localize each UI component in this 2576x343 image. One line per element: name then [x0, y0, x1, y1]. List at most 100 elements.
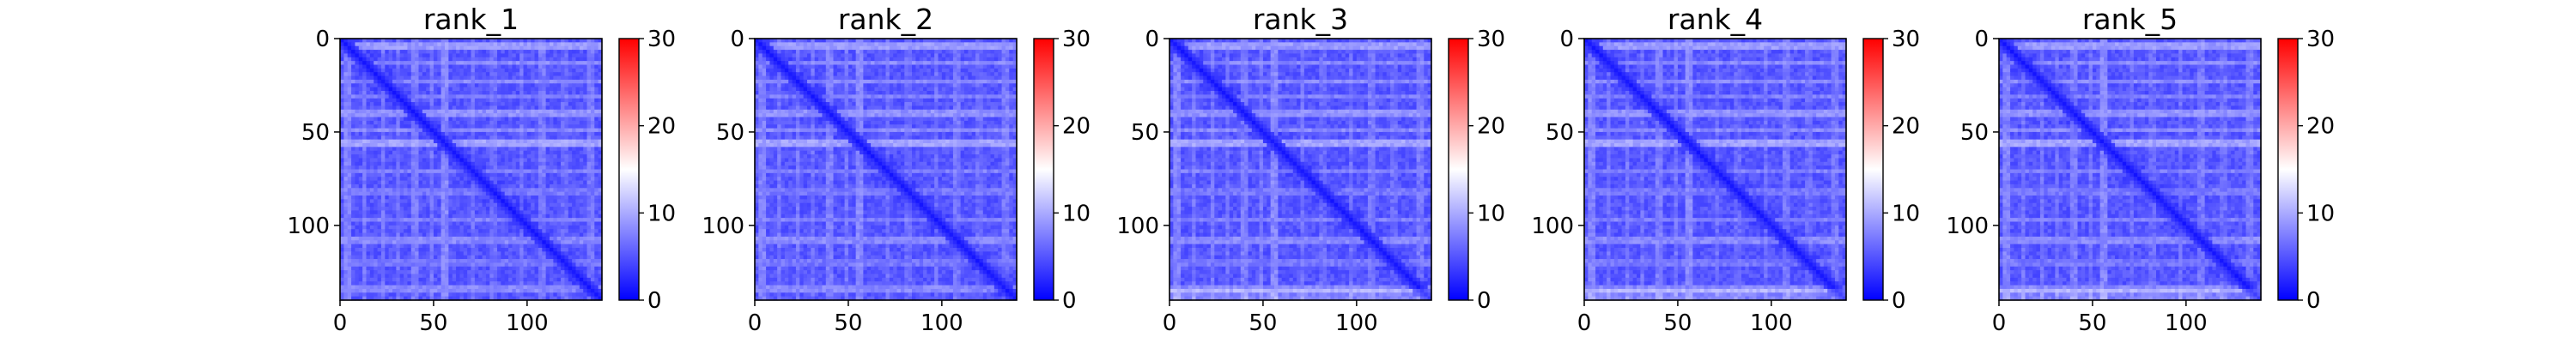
heatmap-cell [483, 72, 487, 76]
heatmap-cell [489, 203, 494, 208]
heatmap-cell [411, 218, 416, 222]
heatmap-cell [591, 129, 595, 133]
heatmap-cell [448, 46, 453, 51]
heatmap-cell [348, 57, 352, 62]
heatmap-cell [583, 42, 587, 46]
heatmap-cell [561, 203, 565, 208]
heatmap-cell [553, 76, 557, 81]
heatmap-cell [508, 292, 513, 297]
heatmap-cell [572, 65, 576, 69]
heatmap-cell [370, 129, 374, 133]
heatmap-cell [583, 251, 587, 256]
heatmap-cell [594, 129, 598, 133]
heatmap-cell [568, 140, 573, 144]
heatmap-cell [362, 113, 367, 117]
heatmap-cell [467, 207, 471, 211]
heatmap-cell [527, 162, 532, 166]
heatmap-cell [494, 143, 498, 147]
heatmap-cell [572, 61, 576, 65]
heatmap-cell [467, 199, 471, 203]
heatmap-cell [516, 57, 520, 62]
heatmap-cell [546, 165, 550, 170]
heatmap-cell [362, 237, 367, 241]
heatmap-cell [524, 184, 528, 189]
heatmap-cell [351, 196, 355, 200]
heatmap-cell [407, 170, 411, 174]
heatmap-cell [467, 278, 471, 282]
heatmap-cell [426, 237, 430, 241]
heatmap-cell [441, 210, 446, 214]
heatmap-cell [459, 196, 464, 200]
heatmap-cell [378, 113, 382, 117]
heatmap-cell [538, 267, 543, 271]
heatmap-cell [362, 222, 367, 226]
heatmap-cell [483, 42, 487, 46]
heatmap-cell [478, 170, 483, 174]
heatmap-cell [437, 46, 441, 51]
heatmap-cell [374, 132, 378, 136]
heatmap-cell [512, 289, 516, 293]
heatmap-cell [392, 140, 397, 144]
heatmap-cell [374, 222, 378, 226]
heatmap-cell [411, 46, 416, 51]
heatmap-cell [378, 170, 382, 174]
heatmap-cell [557, 42, 562, 46]
heatmap-cell [580, 65, 584, 69]
heatmap-cell [441, 292, 446, 297]
heatmap-cell [419, 274, 423, 279]
heatmap-cell [542, 248, 546, 252]
heatmap-cell [512, 135, 516, 140]
heatmap-cell [580, 226, 584, 230]
heatmap-cell [400, 192, 404, 196]
heatmap-cell [441, 42, 446, 46]
heatmap-cell [419, 61, 423, 65]
heatmap-cell [576, 72, 580, 76]
heatmap-cell [404, 188, 408, 192]
heatmap-cell [576, 210, 580, 214]
heatmap-cell [355, 244, 359, 249]
heatmap-cell [348, 91, 352, 95]
heatmap-cell [553, 94, 557, 99]
heatmap-cell [348, 165, 352, 170]
heatmap-cell [404, 233, 408, 238]
heatmap-cell [568, 244, 573, 249]
heatmap-cell [494, 274, 498, 279]
heatmap-cell [591, 270, 595, 274]
heatmap-cell [531, 69, 535, 73]
heatmap-cell [374, 76, 378, 81]
heatmap-cell [419, 177, 423, 181]
heatmap-cell [531, 233, 535, 238]
heatmap-cell [576, 91, 580, 95]
heatmap-cell [501, 203, 505, 208]
heatmap-cell [550, 207, 554, 211]
heatmap-cell [434, 267, 438, 271]
heatmap-cell [535, 87, 539, 92]
heatmap-cell [546, 192, 550, 196]
heatmap-cell [535, 214, 539, 219]
heatmap-cell [404, 61, 408, 65]
heatmap-cell [531, 199, 535, 203]
heatmap-cell [561, 46, 565, 51]
heatmap-cell [561, 165, 565, 170]
heatmap-cell [381, 196, 386, 200]
heatmap-cell [594, 226, 598, 230]
heatmap-cell [374, 229, 378, 233]
heatmap-cell [508, 121, 513, 125]
heatmap-cell [355, 278, 359, 282]
heatmap-cell [535, 181, 539, 185]
heatmap-cell [441, 105, 446, 110]
heatmap-cell [471, 256, 476, 260]
heatmap-cell [501, 61, 505, 65]
heatmap-cell [583, 233, 587, 238]
heatmap-cell [374, 158, 378, 162]
heatmap-cell [568, 281, 573, 286]
heatmap-cell [546, 270, 550, 274]
heatmap-cell [426, 110, 430, 114]
heatmap-cell [483, 76, 487, 81]
heatmap-cell [516, 46, 520, 51]
heatmap-cell [430, 173, 434, 178]
heatmap-cell [411, 203, 416, 208]
heatmap-cell [478, 181, 483, 185]
heatmap-cell [594, 143, 598, 147]
heatmap-cell [426, 214, 430, 219]
